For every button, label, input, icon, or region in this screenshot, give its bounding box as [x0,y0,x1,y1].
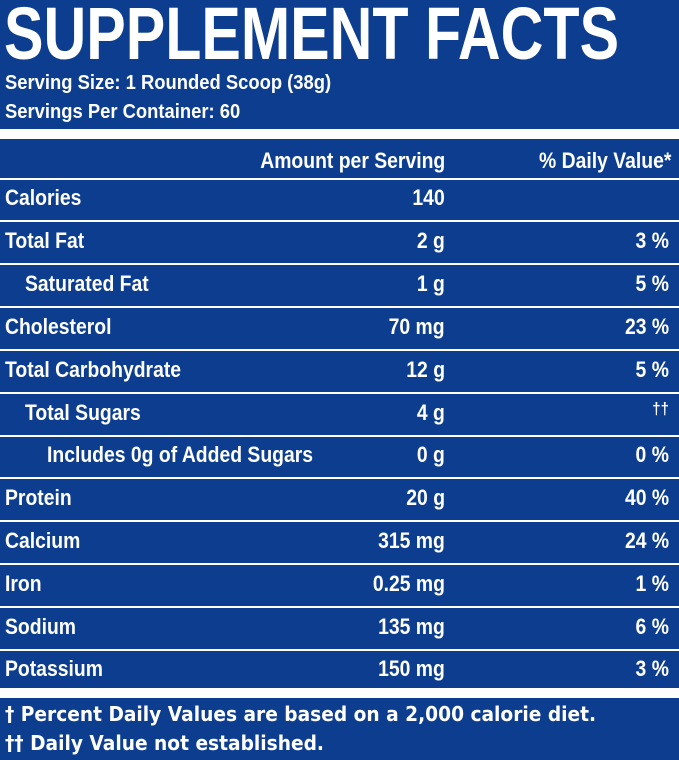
footnote-daily-value-not-established: †† Daily Value not established. [5,731,324,755]
row-name-total-carbohydrate: Total Carbohydrate [5,357,182,382]
serving-size: Serving Size: 1 Rounded Scoop (38g) [5,72,332,94]
row-divider [0,306,679,308]
divider-thick-bottom [0,688,679,698]
row-amount-calcium: 315 mg [378,528,445,553]
row-dv-total-fat: 3 % [635,228,669,253]
row-dv-iron: 1 % [635,571,669,596]
divider-header [0,178,679,180]
row-name-calories: Calories [5,185,82,210]
row-divider [0,649,679,651]
row-amount-total-carbohydrate: 12 g [406,357,445,382]
row-dv-cholesterol: 23 % [624,314,669,339]
row-name-protein: Protein [5,485,72,510]
row-divider [0,477,679,479]
row-name-sodium: Sodium [5,614,76,639]
row-amount-sodium: 135 mg [378,614,445,639]
row-amount-total-fat: 2 g [417,228,445,253]
row-name-iron: Iron [5,571,42,596]
row-name-total-sugars: Total Sugars [25,400,141,425]
row-name-saturated-fat: Saturated Fat [25,271,149,296]
row-dv-total-sugars: †† [652,399,669,418]
row-dv-calcium: 24 % [624,528,669,553]
row-divider [0,220,679,222]
row-divider [0,349,679,351]
row-dv-saturated-fat: 5 % [635,271,669,296]
servings-per-container: Servings Per Container: 60 [5,101,241,123]
row-name-calcium: Calcium [5,528,81,553]
header-daily-value: % Daily Value* [538,148,671,173]
row-dv-added-sugars: 0 % [635,442,669,467]
row-amount-total-sugars: 4 g [417,400,445,425]
row-amount-saturated-fat: 1 g [417,271,445,296]
row-divider [0,606,679,608]
row-divider [0,435,679,437]
row-name-cholesterol: Cholesterol [5,314,112,339]
row-name-potassium: Potassium [5,656,103,681]
row-amount-iron: 0.25 mg [372,571,445,596]
panel-title: SUPPLEMENT FACTS [4,0,620,75]
row-dv-protein: 40 % [624,485,669,510]
row-amount-cholesterol: 70 mg [389,314,445,339]
divider-thick-top [0,129,679,139]
row-divider [0,263,679,265]
row-amount-potassium: 150 mg [378,656,445,681]
header-amount-per-serving: Amount per Serving [259,148,445,173]
row-amount-calories: 140 [412,185,445,210]
row-divider [0,563,679,565]
row-amount-protein: 20 g [406,485,445,510]
row-dv-sodium: 6 % [635,614,669,639]
row-dv-potassium: 3 % [635,656,669,681]
row-dv-total-carbohydrate: 5 % [635,357,669,382]
row-divider [0,520,679,522]
row-divider [0,392,679,394]
footnote-percent-daily-values: † Percent Daily Values are based on a 2,… [5,702,597,726]
row-name-total-fat: Total Fat [5,228,85,253]
row-name-added-sugars: Includes 0g of Added Sugars [47,442,314,467]
row-amount-added-sugars: 0 g [417,442,445,467]
